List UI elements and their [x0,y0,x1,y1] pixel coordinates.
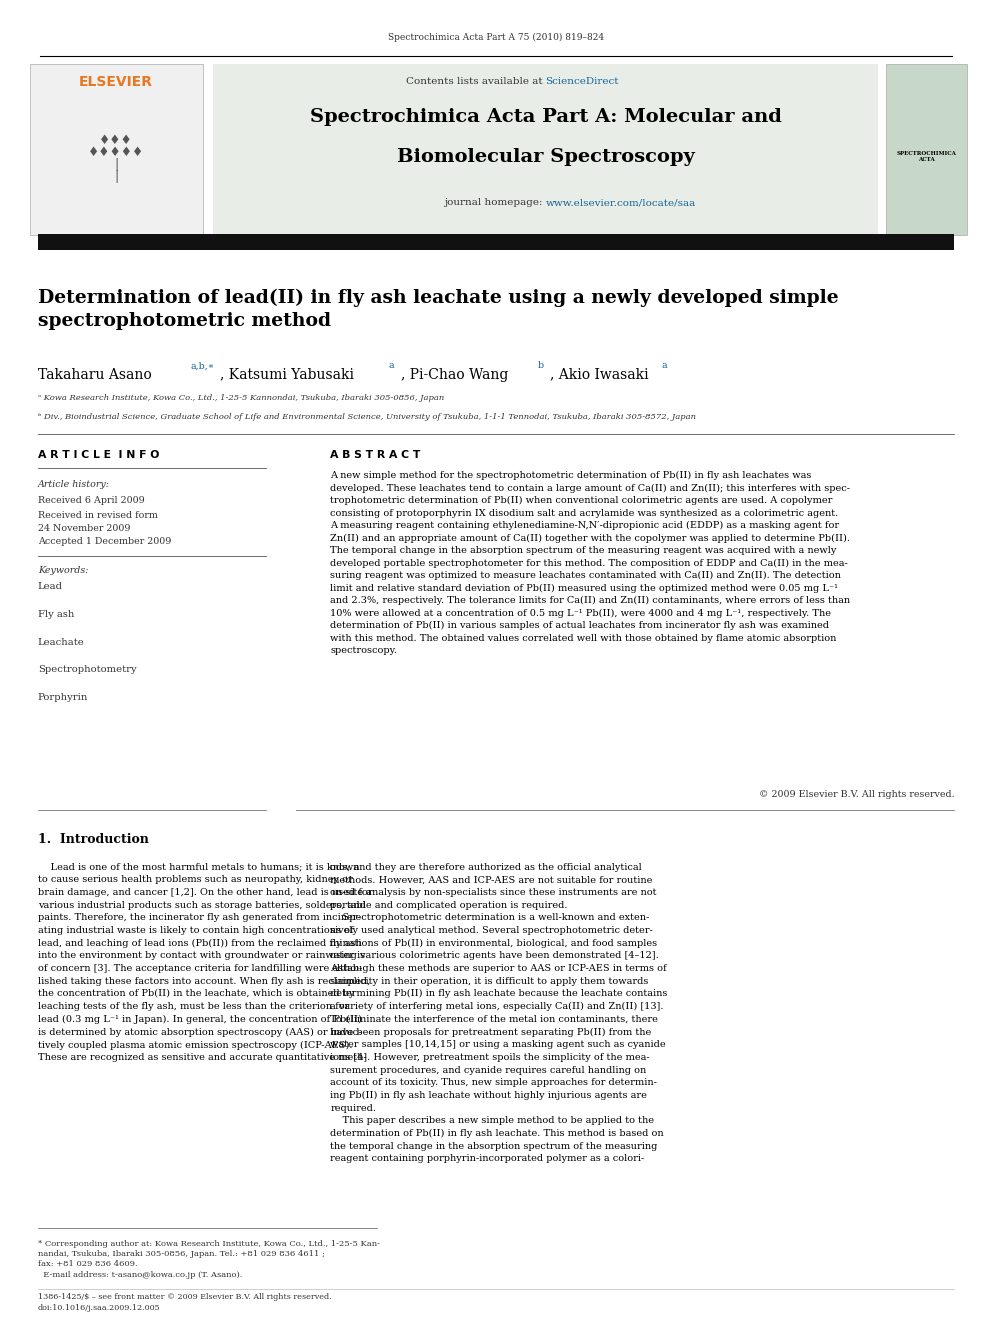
Text: a,b,∗: a,b,∗ [190,361,214,370]
Text: Leachate: Leachate [38,638,84,647]
Text: A R T I C L E  I N F O: A R T I C L E I N F O [38,450,159,460]
Text: , Akio Iwasaki: , Akio Iwasaki [550,368,648,382]
Text: Received in revised form: Received in revised form [38,511,158,520]
Text: 1.  Introduction: 1. Introduction [38,833,149,847]
Text: ods, and they are therefore authorized as the official analytical
methods. Howev: ods, and they are therefore authorized a… [330,863,668,1163]
Text: A B S T R A C T: A B S T R A C T [330,450,421,460]
Text: Spectrophotometry: Spectrophotometry [38,665,136,675]
Text: Keywords:: Keywords: [38,566,88,576]
Text: Lead is one of the most harmful metals to humans; it is known
to cause serious h: Lead is one of the most harmful metals t… [38,863,372,1062]
Text: ELSEVIER: ELSEVIER [79,75,153,90]
FancyBboxPatch shape [30,64,203,235]
Text: SPECTROCHIMICA
ACTA: SPECTROCHIMICA ACTA [897,151,956,161]
Text: Takaharu Asano: Takaharu Asano [38,368,152,382]
Text: Porphyrin: Porphyrin [38,693,88,703]
Text: ♦♦♦
♦♦♦♦♦
|
|: ♦♦♦ ♦♦♦♦♦ | | [88,134,144,184]
Text: b: b [538,361,544,370]
Text: A new simple method for the spectrophotometric determination of Pb(II) in fly as: A new simple method for the spectrophoto… [330,471,850,655]
Text: www.elsevier.com/locate/saa: www.elsevier.com/locate/saa [546,198,695,208]
Text: Lead: Lead [38,582,62,591]
Text: Fly ash: Fly ash [38,610,74,619]
Text: 1386-1425/$ – see front matter © 2009 Elsevier B.V. All rights reserved.
doi:10.: 1386-1425/$ – see front matter © 2009 El… [38,1293,331,1311]
FancyBboxPatch shape [213,64,878,235]
Text: , Katsumi Yabusaki: , Katsumi Yabusaki [220,368,354,382]
Text: Received 6 April 2009: Received 6 April 2009 [38,496,145,505]
Text: * Corresponding author at: Kowa Research Institute, Kowa Co., Ltd., 1-25-5 Kan-
: * Corresponding author at: Kowa Research… [38,1240,380,1279]
FancyBboxPatch shape [886,64,967,235]
Text: © 2009 Elsevier B.V. All rights reserved.: © 2009 Elsevier B.V. All rights reserved… [759,790,954,799]
Text: Spectrochimica Acta Part A: Molecular and: Spectrochimica Acta Part A: Molecular an… [310,108,782,127]
Text: , Pi-Chao Wang: , Pi-Chao Wang [401,368,508,382]
Text: Contents lists available at: Contents lists available at [406,77,546,86]
Text: Spectrochimica Acta Part A 75 (2010) 819–824: Spectrochimica Acta Part A 75 (2010) 819… [388,33,604,42]
Text: ᵃ Kowa Research Institute, Kowa Co., Ltd., 1-25-5 Kannondai, Tsukuba, Ibaraki 30: ᵃ Kowa Research Institute, Kowa Co., Ltd… [38,394,444,402]
Text: Accepted 1 December 2009: Accepted 1 December 2009 [38,537,171,546]
FancyBboxPatch shape [38,234,954,250]
Text: a: a [662,361,668,370]
Text: ᵇ Div., Bioindustrial Science, Graduate School of Life and Environmental Science: ᵇ Div., Bioindustrial Science, Graduate … [38,413,695,421]
Text: journal homepage:: journal homepage: [443,198,546,208]
Text: Biomolecular Spectroscopy: Biomolecular Spectroscopy [397,148,694,167]
Text: 24 November 2009: 24 November 2009 [38,524,130,533]
Text: Article history:: Article history: [38,480,110,490]
Text: ScienceDirect: ScienceDirect [546,77,619,86]
Text: Determination of lead(II) in fly ash leachate using a newly developed simple
spe: Determination of lead(II) in fly ash lea… [38,288,838,329]
Text: a: a [389,361,395,370]
